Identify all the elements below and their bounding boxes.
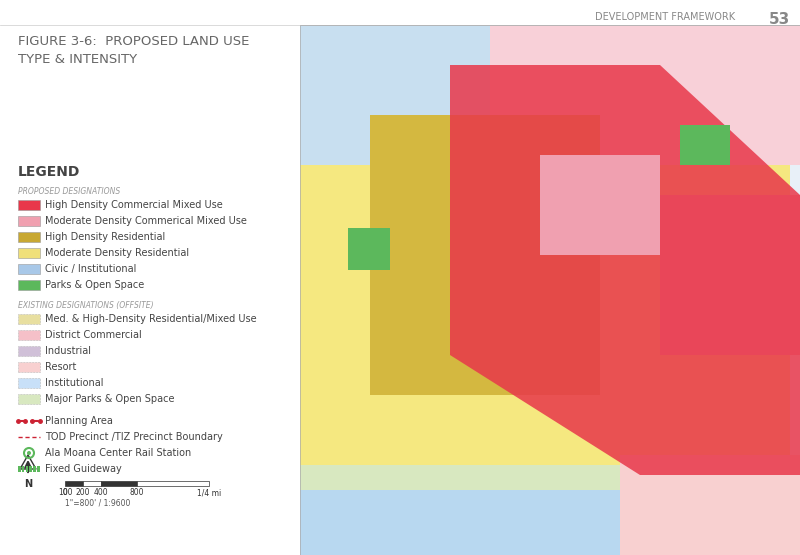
Polygon shape <box>450 65 800 475</box>
Bar <box>65 481 83 486</box>
Circle shape <box>27 451 31 455</box>
Text: DEVELOPMENT FRAMEWORK: DEVELOPMENT FRAMEWORK <box>595 12 735 22</box>
Bar <box>18 466 21 472</box>
Text: 100: 100 <box>58 488 72 497</box>
Text: TOD Precinct /TIZ Precinct Boundary: TOD Precinct /TIZ Precinct Boundary <box>45 432 222 442</box>
Text: Ala Moana Center Rail Station: Ala Moana Center Rail Station <box>45 448 191 458</box>
Bar <box>26 466 28 472</box>
Bar <box>490 25 800 165</box>
Bar <box>300 165 790 505</box>
Text: 200: 200 <box>76 488 90 497</box>
Text: 400: 400 <box>94 488 108 497</box>
Text: EXISTING DESIGNATIONS (OFFSITE): EXISTING DESIGNATIONS (OFFSITE) <box>18 301 154 310</box>
Bar <box>18 280 40 290</box>
Bar <box>370 115 600 395</box>
Bar <box>300 465 800 490</box>
Text: Moderate Density Commerical Mixed Use: Moderate Density Commerical Mixed Use <box>45 216 247 226</box>
Bar <box>137 481 209 486</box>
Text: Institutional: Institutional <box>45 378 103 388</box>
Bar <box>22 466 24 472</box>
Bar <box>37 466 39 472</box>
Bar <box>18 330 40 340</box>
Text: Industrial: Industrial <box>45 346 91 356</box>
Text: Parks & Open Space: Parks & Open Space <box>45 280 144 290</box>
Text: District Commercial: District Commercial <box>45 330 142 340</box>
Bar <box>540 155 660 255</box>
Bar <box>300 25 800 555</box>
Bar <box>83 481 101 486</box>
Bar <box>18 200 40 210</box>
Bar <box>18 264 40 274</box>
Text: 1"=800' / 1:9600: 1"=800' / 1:9600 <box>65 499 130 508</box>
Text: High Density Commercial Mixed Use: High Density Commercial Mixed Use <box>45 200 222 210</box>
Bar <box>18 248 40 258</box>
Bar <box>18 346 40 356</box>
Bar <box>18 216 40 226</box>
Text: Civic / Institutional: Civic / Institutional <box>45 264 136 274</box>
Bar <box>18 232 40 242</box>
Bar <box>34 466 36 472</box>
Bar <box>620 455 800 555</box>
Text: 1/4 mi: 1/4 mi <box>197 488 221 497</box>
Bar <box>348 228 390 270</box>
Text: Fixed Guideway: Fixed Guideway <box>45 464 122 474</box>
Bar <box>101 481 137 486</box>
Text: FIGURE 3-6:  PROPOSED LAND USE
TYPE & INTENSITY: FIGURE 3-6: PROPOSED LAND USE TYPE & INT… <box>18 35 250 66</box>
Bar <box>30 466 32 472</box>
Bar <box>660 195 800 355</box>
Bar <box>18 378 40 388</box>
Text: High Density Residential: High Density Residential <box>45 232 166 242</box>
Text: Med. & High-Density Residential/Mixed Use: Med. & High-Density Residential/Mixed Us… <box>45 314 257 324</box>
Text: Moderate Density Residential: Moderate Density Residential <box>45 248 189 258</box>
Bar <box>18 394 40 404</box>
Bar <box>18 314 40 324</box>
Text: Major Parks & Open Space: Major Parks & Open Space <box>45 394 174 404</box>
Text: 53: 53 <box>769 12 790 27</box>
Bar <box>18 362 40 372</box>
Text: 0: 0 <box>62 488 67 497</box>
Bar <box>300 485 800 555</box>
Bar <box>680 125 730 165</box>
Bar <box>300 25 490 185</box>
Text: N: N <box>24 479 32 489</box>
Bar <box>300 25 800 555</box>
Text: PROPOSED DESIGNATIONS: PROPOSED DESIGNATIONS <box>18 187 120 196</box>
Text: Planning Area: Planning Area <box>45 416 113 426</box>
Text: 800: 800 <box>130 488 144 497</box>
Text: Resort: Resort <box>45 362 76 372</box>
Text: LEGEND: LEGEND <box>18 165 80 179</box>
